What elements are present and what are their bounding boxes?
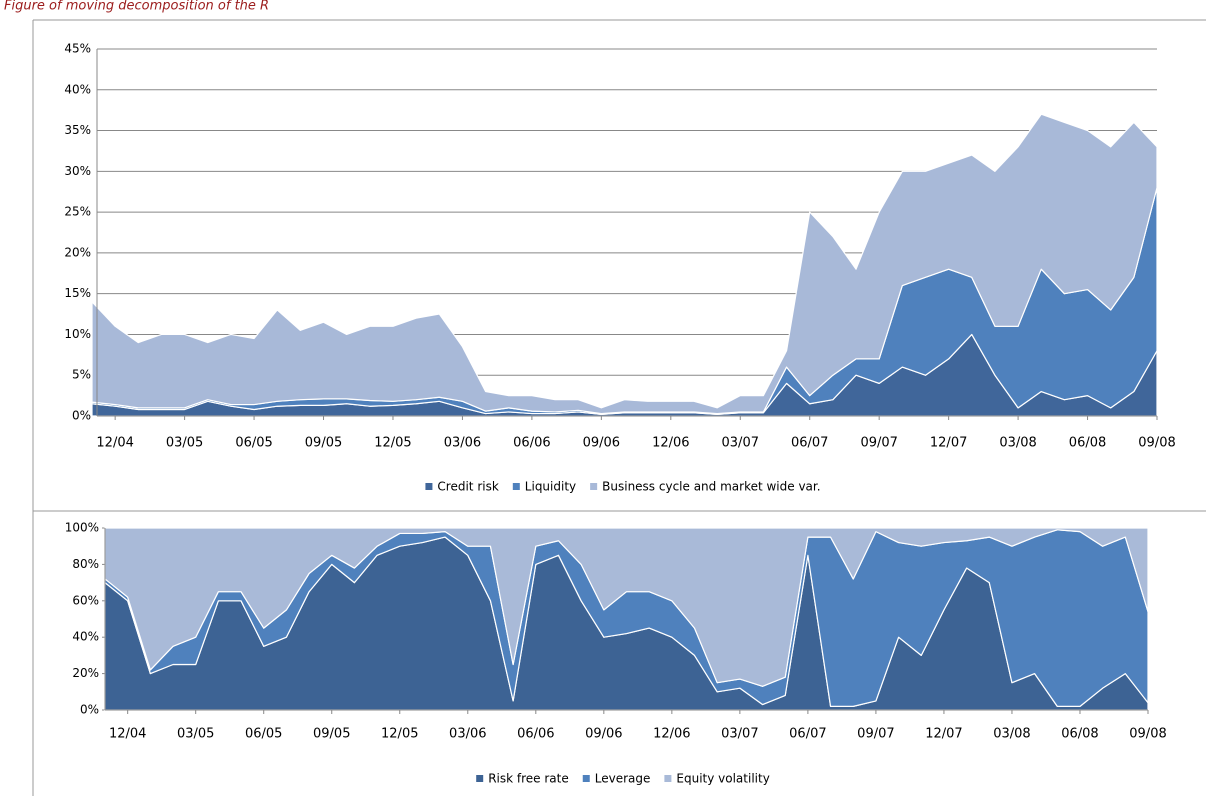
x-tick-label: 09/07: [860, 436, 897, 451]
y-tick-label: 0%: [72, 409, 91, 423]
y-tick-label: 30%: [64, 164, 91, 178]
x-tick-label: 06/07: [791, 436, 828, 451]
legend-swatch: [425, 483, 433, 490]
y-tick-label: 40%: [72, 630, 99, 644]
x-tick-label: 09/06: [585, 727, 622, 742]
x-tick-label: 03/08: [993, 727, 1030, 742]
legend-swatch: [476, 775, 484, 782]
x-tick-label: 12/06: [653, 727, 690, 742]
y-tick-label: 45%: [64, 42, 91, 56]
y-tick-label: 5%: [72, 368, 91, 382]
legend-swatch: [582, 775, 590, 782]
x-tick-label: 03/07: [722, 436, 759, 451]
x-tick-label: 06/08: [1061, 727, 1098, 742]
y-tick-label: 0%: [80, 703, 99, 717]
legend-swatch: [664, 775, 672, 782]
y-tick-label: 80%: [72, 557, 99, 571]
area: [91, 113, 1158, 415]
x-tick-label: 12/05: [381, 727, 418, 742]
x-tick-label: 12/05: [374, 436, 411, 451]
x-tick-label: 06/08: [1069, 436, 1106, 451]
x-tick-label: 06/06: [513, 436, 550, 451]
x-tick-label: 03/05: [166, 436, 203, 451]
area: [104, 527, 1149, 687]
x-tick-label: 03/06: [449, 727, 486, 742]
y-tick-label: 25%: [64, 205, 91, 219]
x-tick-label: 12/04: [109, 727, 146, 742]
x-tick-label: 09/08: [1138, 436, 1175, 451]
legend-label: Equity volatility: [676, 772, 769, 786]
y-tick-label: 60%: [72, 593, 99, 607]
legend-swatch: [512, 483, 520, 490]
y-tick-label: 40%: [64, 82, 91, 96]
x-tick-label: 12/07: [930, 436, 967, 451]
x-tick-label: 06/07: [789, 727, 826, 742]
y-tick-label: 20%: [64, 245, 91, 259]
x-tick-label: 09/05: [313, 727, 350, 742]
legend-label: Credit risk: [437, 480, 498, 494]
x-tick-label: 03/08: [999, 436, 1036, 451]
x-tick-label: 06/05: [235, 436, 272, 451]
y-tick-label: 15%: [64, 286, 91, 300]
legend-label: Liquidity: [525, 480, 576, 494]
y-tick-label: 100%: [65, 521, 99, 535]
y-tick-label: 20%: [72, 666, 99, 680]
x-tick-label: 03/05: [177, 727, 214, 742]
x-tick-label: 06/05: [245, 727, 282, 742]
x-tick-label: 09/05: [305, 436, 342, 451]
y-tick-label: 35%: [64, 123, 91, 137]
legend-label: Risk free rate: [488, 772, 569, 786]
y-tick-label: 10%: [64, 327, 91, 341]
x-tick-label: 12/06: [652, 436, 689, 451]
x-tick-label: 09/07: [857, 727, 894, 742]
x-tick-label: 12/07: [925, 727, 962, 742]
x-tick-label: 09/06: [583, 436, 620, 451]
x-tick-label: 06/06: [517, 727, 554, 742]
legend-swatch: [590, 483, 598, 490]
legend-label: Leverage: [595, 772, 651, 786]
x-tick-label: 09/08: [1129, 727, 1166, 742]
x-tick-label: 03/06: [444, 436, 481, 451]
x-tick-label: 03/07: [721, 727, 758, 742]
x-tick-label: 12/04: [96, 436, 133, 451]
legend-label: Business cycle and market wide var.: [602, 480, 820, 494]
caption: Figure of moving decomposition of the R: [4, 0, 269, 14]
